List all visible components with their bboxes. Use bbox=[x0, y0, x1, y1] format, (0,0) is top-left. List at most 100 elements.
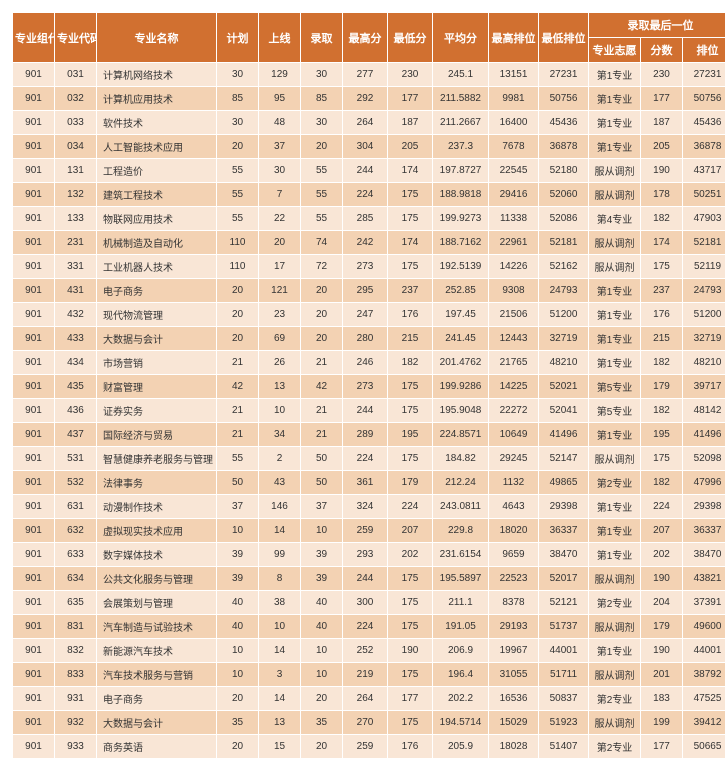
cell-min: 175 bbox=[388, 615, 433, 639]
cell-group: 901 bbox=[13, 615, 55, 639]
col-header-min-rank: 最低排位 bbox=[539, 13, 589, 63]
cell-group: 901 bbox=[13, 111, 55, 135]
cell-rank: 44001 bbox=[683, 639, 725, 663]
cell-group: 901 bbox=[13, 87, 55, 111]
cell-max: 273 bbox=[343, 255, 388, 279]
cell-pref: 第2专业 bbox=[589, 591, 641, 615]
cell-code: 532 bbox=[55, 471, 97, 495]
cell-admit: 10 bbox=[301, 639, 343, 663]
cell-maxr: 31055 bbox=[489, 663, 539, 687]
cell-admit: 21 bbox=[301, 423, 343, 447]
cell-admit: 20 bbox=[301, 135, 343, 159]
cell-avg: 212.24 bbox=[433, 471, 489, 495]
cell-group: 901 bbox=[13, 543, 55, 567]
cell-minr: 49865 bbox=[539, 471, 589, 495]
admission-table: 专业组代码专业代码专业名称计划上线录取最高分最低分平均分最高排位最低排位录取最后… bbox=[12, 12, 725, 759]
cell-maxr: 21506 bbox=[489, 303, 539, 327]
cell-max: 264 bbox=[343, 687, 388, 711]
cell-pref: 服从调剂 bbox=[589, 231, 641, 255]
cell-plan: 37 bbox=[217, 495, 259, 519]
cell-name: 工程造价 bbox=[97, 159, 217, 183]
cell-online: 10 bbox=[259, 399, 301, 423]
cell-maxr: 18020 bbox=[489, 519, 539, 543]
cell-online: 8 bbox=[259, 567, 301, 591]
cell-online: 14 bbox=[259, 687, 301, 711]
table-row: 901031计算机网络技术3012930277230245.1131512723… bbox=[13, 63, 725, 87]
cell-plan: 20 bbox=[217, 279, 259, 303]
cell-avg: 231.6154 bbox=[433, 543, 489, 567]
cell-minr: 45436 bbox=[539, 111, 589, 135]
cell-online: 146 bbox=[259, 495, 301, 519]
cell-minr: 41496 bbox=[539, 423, 589, 447]
table-row: 901634公共文化服务与管理39839244175195.5897225235… bbox=[13, 567, 725, 591]
cell-avg: 197.8727 bbox=[433, 159, 489, 183]
cell-score: 187 bbox=[641, 111, 683, 135]
table-row: 901032计算机应用技术859585292177211.58829981507… bbox=[13, 87, 725, 111]
cell-online: 38 bbox=[259, 591, 301, 615]
cell-online: 129 bbox=[259, 63, 301, 87]
cell-pref: 第2专业 bbox=[589, 687, 641, 711]
cell-max: 277 bbox=[343, 63, 388, 87]
cell-maxr: 16400 bbox=[489, 111, 539, 135]
cell-name: 计算机应用技术 bbox=[97, 87, 217, 111]
cell-minr: 32719 bbox=[539, 327, 589, 351]
cell-group: 901 bbox=[13, 279, 55, 303]
cell-group: 901 bbox=[13, 495, 55, 519]
cell-group: 901 bbox=[13, 327, 55, 351]
cell-name: 虚拟现实技术应用 bbox=[97, 519, 217, 543]
cell-code: 434 bbox=[55, 351, 97, 375]
cell-code: 633 bbox=[55, 543, 97, 567]
col-header-major-code: 专业代码 bbox=[55, 13, 97, 63]
cell-plan: 10 bbox=[217, 519, 259, 543]
cell-maxr: 4643 bbox=[489, 495, 539, 519]
cell-name: 计算机网络技术 bbox=[97, 63, 217, 87]
cell-avg: 229.8 bbox=[433, 519, 489, 543]
cell-score: 201 bbox=[641, 663, 683, 687]
cell-name: 证券实务 bbox=[97, 399, 217, 423]
cell-max: 361 bbox=[343, 471, 388, 495]
cell-max: 270 bbox=[343, 711, 388, 735]
cell-name: 新能源汽车技术 bbox=[97, 639, 217, 663]
cell-plan: 10 bbox=[217, 663, 259, 687]
cell-name: 电子商务 bbox=[97, 279, 217, 303]
cell-name: 工业机器人技术 bbox=[97, 255, 217, 279]
cell-avg: 192.5139 bbox=[433, 255, 489, 279]
cell-pref: 服从调剂 bbox=[589, 567, 641, 591]
cell-score: 175 bbox=[641, 447, 683, 471]
cell-group: 901 bbox=[13, 735, 55, 759]
cell-online: 13 bbox=[259, 375, 301, 399]
cell-score: 176 bbox=[641, 303, 683, 327]
cell-avg: 199.9286 bbox=[433, 375, 489, 399]
cell-admit: 10 bbox=[301, 519, 343, 543]
cell-max: 324 bbox=[343, 495, 388, 519]
cell-maxr: 12443 bbox=[489, 327, 539, 351]
cell-max: 252 bbox=[343, 639, 388, 663]
cell-admit: 85 bbox=[301, 87, 343, 111]
cell-pref: 第1专业 bbox=[589, 303, 641, 327]
cell-maxr: 9981 bbox=[489, 87, 539, 111]
cell-minr: 27231 bbox=[539, 63, 589, 87]
cell-minr: 24793 bbox=[539, 279, 589, 303]
cell-maxr: 9659 bbox=[489, 543, 539, 567]
cell-min: 175 bbox=[388, 711, 433, 735]
cell-pref: 服从调剂 bbox=[589, 615, 641, 639]
cell-code: 033 bbox=[55, 111, 97, 135]
cell-admit: 20 bbox=[301, 327, 343, 351]
cell-admit: 20 bbox=[301, 735, 343, 759]
cell-min: 182 bbox=[388, 351, 433, 375]
table-row: 901434市场营销212621246182201.47622176548210… bbox=[13, 351, 725, 375]
cell-group: 901 bbox=[13, 711, 55, 735]
cell-max: 264 bbox=[343, 111, 388, 135]
cell-min: 215 bbox=[388, 327, 433, 351]
cell-name: 商务英语 bbox=[97, 735, 217, 759]
cell-avg: 199.9273 bbox=[433, 207, 489, 231]
cell-plan: 42 bbox=[217, 375, 259, 399]
cell-score: 177 bbox=[641, 87, 683, 111]
cell-rank: 41496 bbox=[683, 423, 725, 447]
cell-minr: 36337 bbox=[539, 519, 589, 543]
cell-pref: 第1专业 bbox=[589, 87, 641, 111]
cell-maxr: 18028 bbox=[489, 735, 539, 759]
cell-rank: 48210 bbox=[683, 351, 725, 375]
cell-rank: 38792 bbox=[683, 663, 725, 687]
cell-group: 901 bbox=[13, 423, 55, 447]
